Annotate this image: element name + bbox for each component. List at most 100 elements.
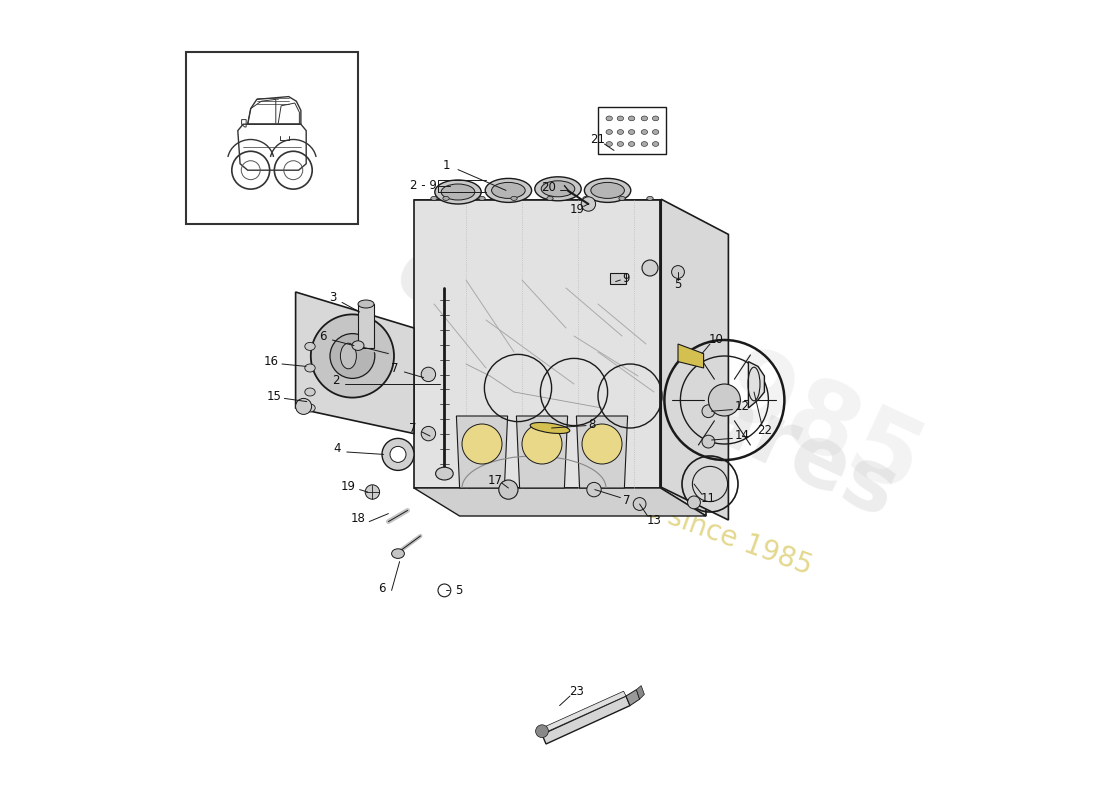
Bar [598, 107, 666, 154]
Ellipse shape [434, 180, 481, 204]
Polygon shape [542, 691, 626, 733]
Text: 22: 22 [757, 424, 772, 437]
Polygon shape [542, 696, 630, 744]
Circle shape [634, 498, 646, 510]
Ellipse shape [647, 196, 653, 200]
Ellipse shape [606, 130, 613, 134]
Ellipse shape [641, 130, 648, 134]
Ellipse shape [652, 130, 659, 134]
Ellipse shape [305, 364, 316, 372]
Polygon shape [660, 200, 706, 516]
Polygon shape [296, 292, 414, 434]
Text: 21: 21 [591, 133, 605, 146]
Circle shape [382, 438, 414, 470]
Text: 9: 9 [623, 272, 629, 285]
Text: 3: 3 [329, 291, 337, 304]
Ellipse shape [606, 116, 613, 121]
Bar [358, 304, 374, 348]
Ellipse shape [606, 142, 613, 146]
Text: 11: 11 [701, 492, 716, 505]
Circle shape [330, 334, 375, 378]
Text: 16: 16 [264, 355, 279, 368]
Circle shape [582, 424, 621, 464]
Bar [610, 273, 626, 284]
Circle shape [642, 260, 658, 276]
Ellipse shape [591, 182, 625, 198]
Ellipse shape [305, 404, 316, 412]
Bar [186, 52, 358, 224]
Ellipse shape [443, 196, 449, 200]
Polygon shape [678, 344, 704, 368]
Circle shape [365, 485, 380, 499]
Circle shape [421, 426, 436, 441]
Text: 12: 12 [735, 400, 749, 413]
Ellipse shape [478, 196, 485, 200]
Ellipse shape [584, 178, 630, 202]
Polygon shape [414, 488, 706, 516]
Text: 6: 6 [319, 330, 327, 342]
Text: 23: 23 [569, 685, 584, 698]
Ellipse shape [628, 130, 635, 134]
Circle shape [688, 496, 701, 509]
Ellipse shape [583, 196, 590, 200]
Text: 14: 14 [735, 429, 749, 442]
Text: 2 - 9: 2 - 9 [410, 179, 437, 192]
Circle shape [311, 314, 394, 398]
Ellipse shape [530, 422, 570, 434]
Text: 19: 19 [570, 203, 585, 216]
Ellipse shape [436, 467, 453, 480]
Circle shape [438, 584, 451, 597]
Text: 17: 17 [488, 474, 503, 486]
Text: 4: 4 [333, 442, 341, 454]
Text: 6: 6 [378, 582, 386, 594]
Ellipse shape [441, 184, 475, 200]
Ellipse shape [617, 142, 624, 146]
Text: 18: 18 [351, 512, 365, 525]
Circle shape [581, 197, 595, 211]
Text: 2: 2 [332, 374, 339, 386]
Text: 10: 10 [710, 333, 724, 346]
Ellipse shape [305, 388, 316, 396]
Circle shape [498, 480, 518, 499]
Ellipse shape [641, 116, 648, 121]
Ellipse shape [617, 130, 624, 134]
Circle shape [522, 424, 562, 464]
Text: 20: 20 [541, 181, 556, 194]
Text: 5: 5 [455, 584, 462, 597]
Ellipse shape [305, 342, 316, 350]
Ellipse shape [641, 142, 648, 146]
Polygon shape [626, 690, 639, 706]
Circle shape [421, 367, 436, 382]
Circle shape [390, 446, 406, 462]
Polygon shape [576, 416, 628, 488]
Ellipse shape [510, 196, 517, 200]
Ellipse shape [652, 116, 659, 121]
Text: a passion for parts since 1985: a passion for parts since 1985 [412, 411, 816, 581]
Polygon shape [456, 416, 507, 488]
Text: 15: 15 [266, 390, 282, 402]
Ellipse shape [535, 177, 581, 201]
Text: 5: 5 [674, 278, 682, 290]
Circle shape [536, 725, 549, 738]
Ellipse shape [619, 196, 625, 200]
Ellipse shape [541, 181, 575, 197]
Polygon shape [637, 686, 645, 699]
Ellipse shape [392, 549, 405, 558]
Text: 7: 7 [623, 494, 630, 507]
Circle shape [586, 482, 602, 497]
Ellipse shape [547, 196, 553, 200]
Ellipse shape [340, 343, 356, 369]
Polygon shape [516, 416, 568, 488]
Ellipse shape [617, 116, 624, 121]
Circle shape [708, 384, 740, 416]
Circle shape [296, 398, 311, 414]
Circle shape [462, 424, 502, 464]
Text: 7: 7 [392, 362, 398, 374]
Text: 7: 7 [409, 422, 416, 434]
Polygon shape [414, 200, 706, 228]
Ellipse shape [358, 300, 374, 308]
Circle shape [702, 435, 715, 448]
Polygon shape [748, 362, 764, 408]
Text: 1: 1 [442, 159, 450, 172]
Ellipse shape [352, 341, 364, 350]
